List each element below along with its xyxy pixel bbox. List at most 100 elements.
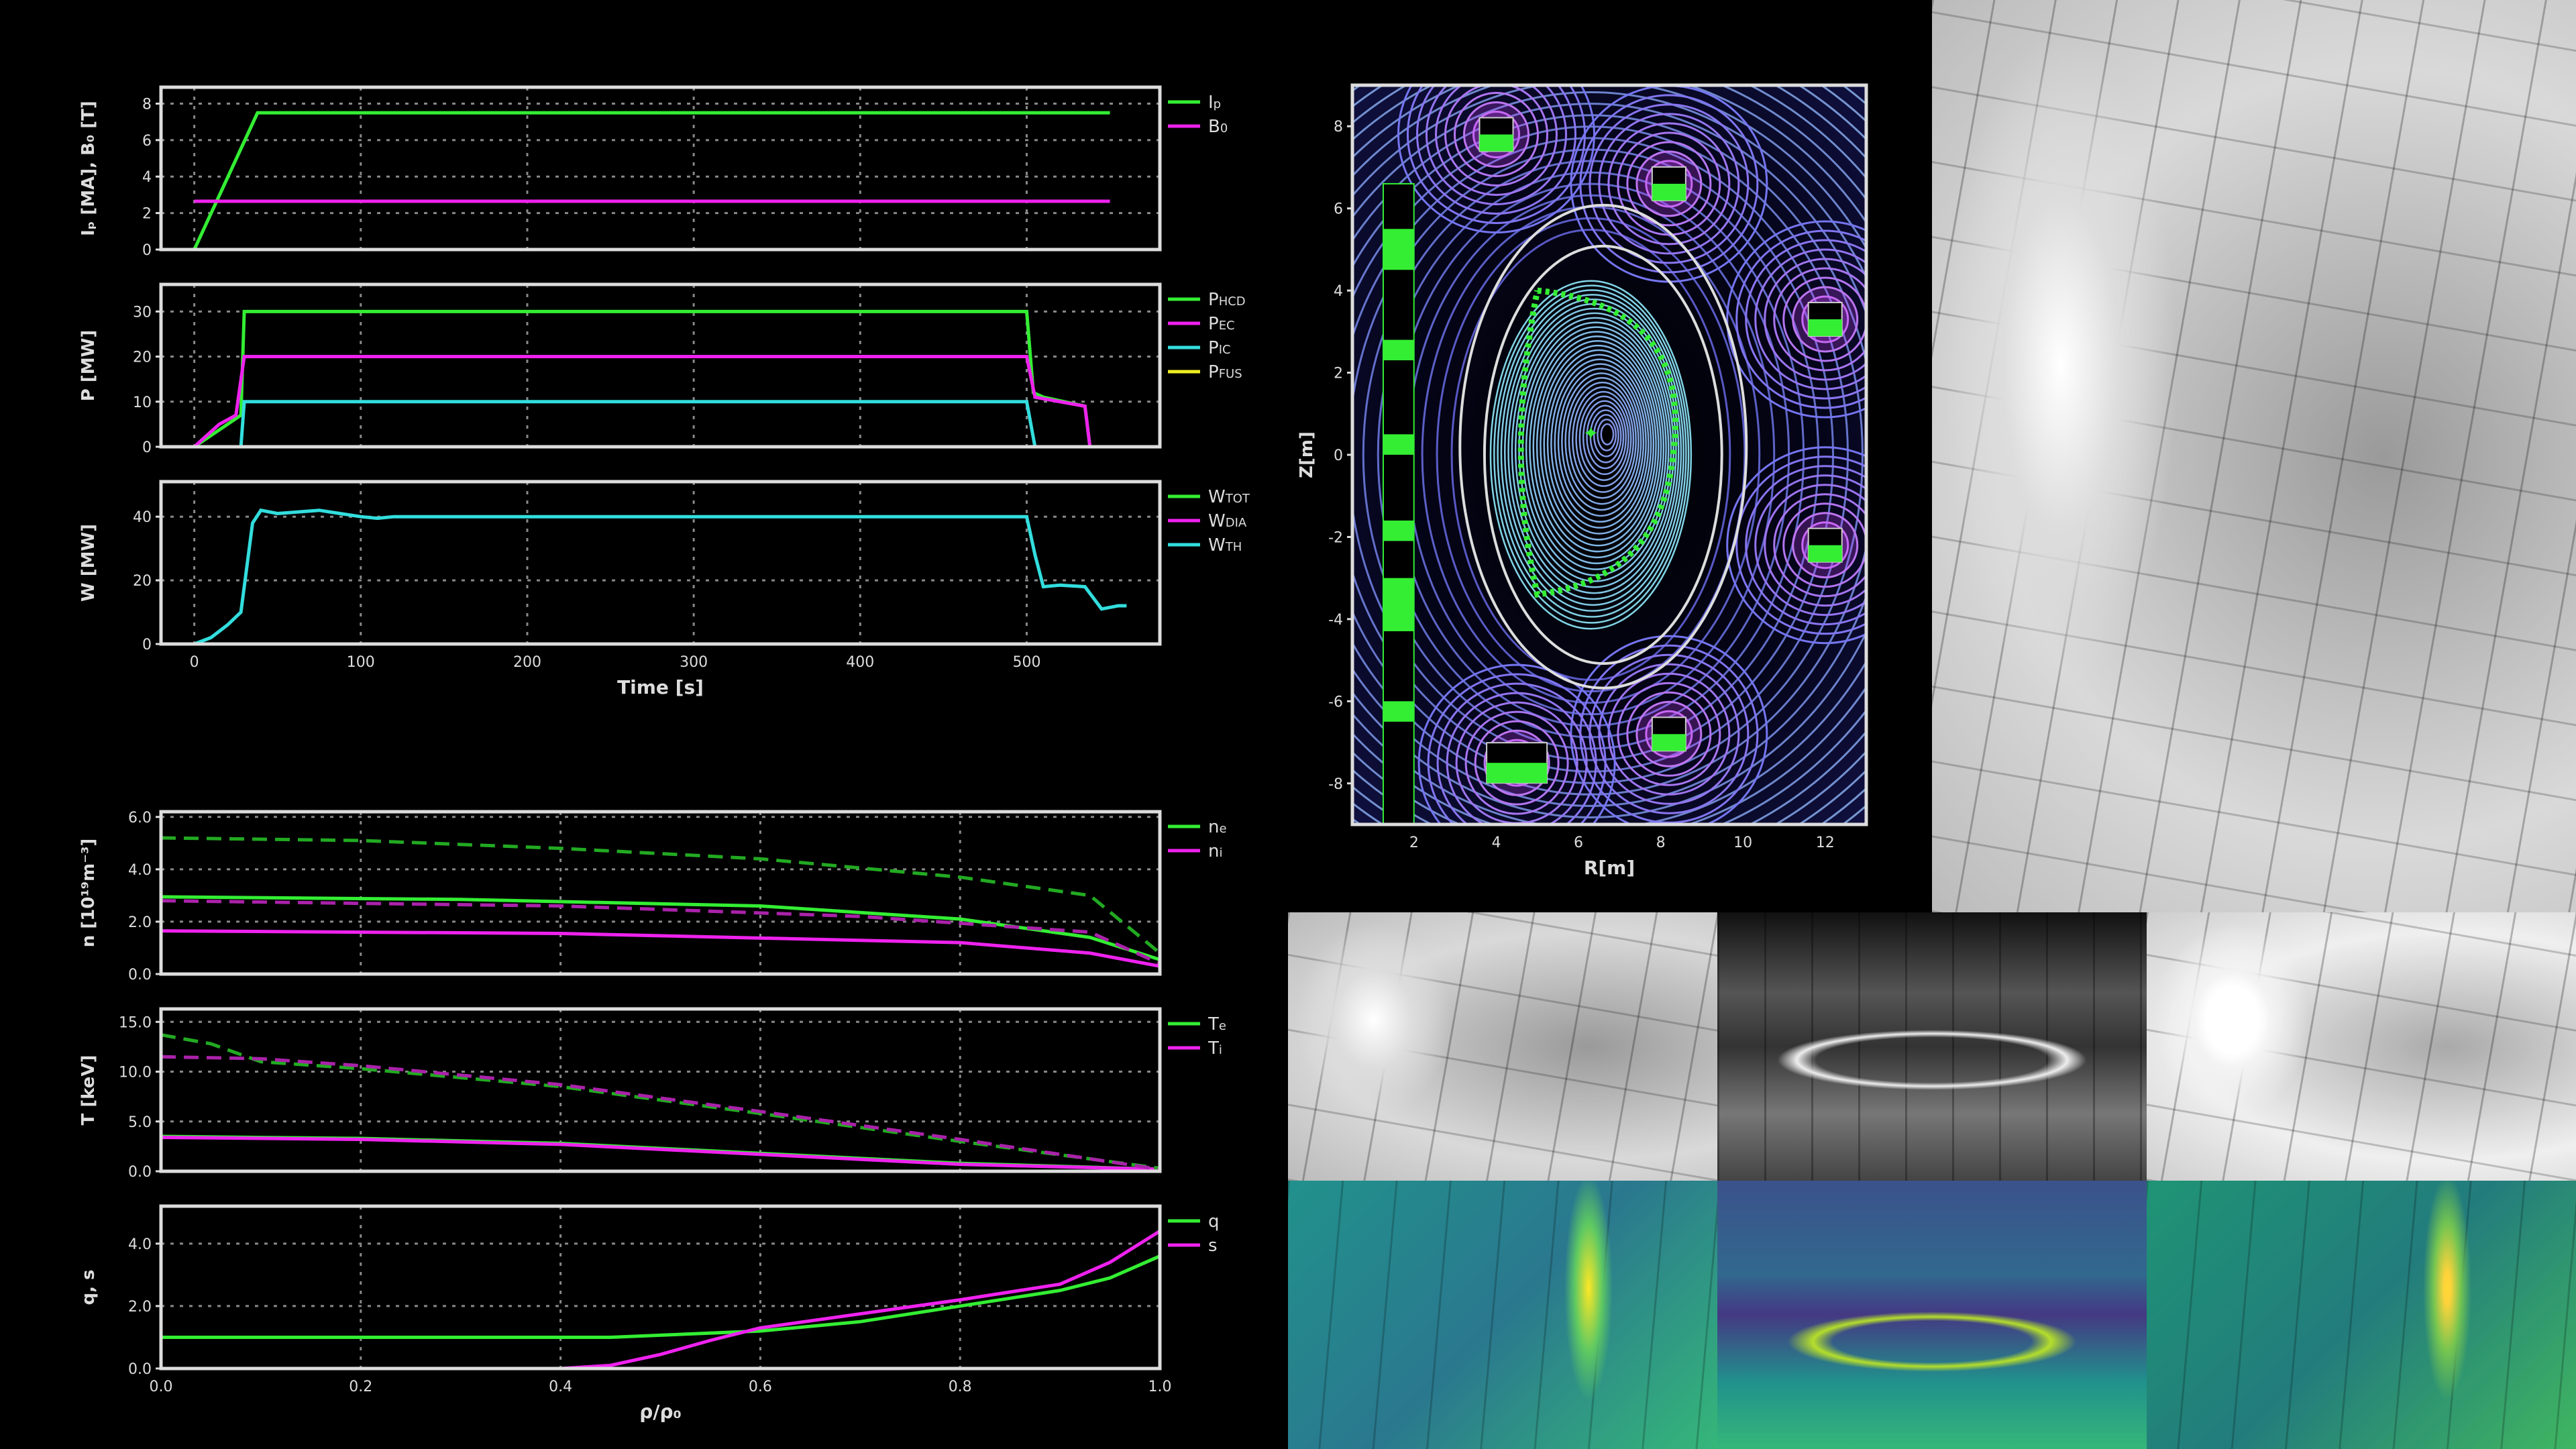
x-tick-label: 0 [190, 654, 199, 671]
flux-surface [1597, 419, 1617, 451]
first-wall [1458, 203, 1748, 690]
x-tick-label: 0.8 [949, 1379, 972, 1395]
magnetic-axis-marker: ✦ [1583, 422, 1599, 444]
axes-frame [159, 1204, 1162, 1371]
solenoid-segment [1383, 520, 1414, 541]
series-line-dashed-2 [161, 1033, 1160, 1171]
coil-field-contour [1782, 276, 1866, 362]
legend-label: PHCD [1208, 290, 1246, 310]
x-tick-label: 0.4 [549, 1379, 572, 1395]
y-axis-label: n [10¹⁹m⁻³] [78, 839, 99, 948]
solenoid-segment [1383, 701, 1414, 722]
x-tick-label: 200 [513, 654, 541, 671]
series-line-PEC [193, 355, 1092, 447]
y-tick-label: 2 [142, 206, 152, 223]
y-axis-label: q, s [78, 1269, 99, 1305]
coil-field-contour [1464, 710, 1569, 815]
chart-3: ne ni 0.0 2.0 4.0 6.0 n [10¹⁹m⁻³] [78, 810, 1227, 983]
y-tick-label: 0 [142, 637, 152, 653]
y-tick-label: 6 [1334, 201, 1343, 218]
flux-surface [1575, 390, 1632, 487]
vessel-render-view-2 [1717, 912, 2147, 1181]
coil-field-contour [1436, 682, 1597, 824]
series-line-ni [161, 929, 1160, 968]
flux-surface [1550, 358, 1650, 529]
y-tick-label: 20 [133, 573, 152, 590]
flux-contour [1352, 148, 1834, 761]
flux-surface [1536, 339, 1660, 553]
y-tick-label: 20 [133, 350, 152, 366]
solenoid-segment [1383, 229, 1414, 270]
flux-surface [1554, 363, 1647, 523]
coil-field-contour [1626, 141, 1712, 227]
coil-field-contour [1726, 446, 1866, 645]
coil-field-contour [1607, 672, 1731, 796]
legend-label: PEC [1208, 314, 1235, 334]
coil-field-contour [1735, 455, 1866, 635]
flux-surface [1497, 289, 1687, 618]
coil-field-contour [1416, 85, 1576, 215]
flux-surface [1489, 280, 1693, 630]
flux-surface [1586, 405, 1625, 470]
flux-contour [1352, 137, 1849, 773]
flux-contour [1450, 229, 1731, 681]
flux-contour [1352, 103, 1866, 807]
coil-field-contour [1598, 113, 1740, 255]
y-tick-label: -2 [1328, 529, 1343, 546]
legend-label: Ti [1208, 1038, 1222, 1059]
x-tick-label: 400 [846, 654, 874, 671]
x-tick-label: 4 [1491, 835, 1501, 851]
coil-field-contour [1773, 493, 1866, 598]
lcfs-markers [1517, 287, 1678, 598]
pf-coil-current [1808, 319, 1842, 336]
flux-surface [1532, 335, 1662, 559]
axes-frame [159, 480, 1162, 646]
y-tick-label: 4 [1334, 283, 1343, 300]
x-tick-label: 12 [1816, 835, 1835, 851]
y-axis-label: T [keV] [78, 1055, 99, 1126]
x-axis-label: R[m] [1584, 857, 1635, 879]
coil-field-contour [1745, 239, 1866, 400]
legend-label: WTOT [1208, 487, 1250, 507]
coil-field-contour [1782, 502, 1866, 588]
coil-field-contour [1617, 131, 1721, 236]
flux-surface [1525, 326, 1667, 570]
y-axis-label: W [MW] [78, 524, 99, 602]
coil-field-contour [1435, 85, 1558, 196]
y-tick-label: 10 [133, 394, 152, 411]
coil-field-contour [1754, 474, 1866, 616]
x-tick-label: 8 [1656, 835, 1666, 851]
flux-surface [1589, 409, 1622, 464]
legend-label: B0 [1208, 117, 1228, 137]
coil-field-contour [1417, 663, 1616, 824]
y-tick-label: 40 [133, 509, 152, 526]
coil-field-contour [1745, 465, 1866, 626]
flux-surface [1546, 354, 1652, 535]
y-tick-label: 10.0 [119, 1065, 152, 1081]
y-tick-label: 0.0 [128, 1361, 152, 1378]
series-line-dashed-2 [161, 836, 1160, 955]
y-tick-label: 2 [1334, 366, 1343, 382]
coil-field-contour [1735, 229, 1866, 409]
coil-field-contour [1773, 267, 1866, 372]
y-tick-label: 6 [142, 133, 152, 150]
flux-surface [1557, 368, 1645, 517]
coil-field-contour [1626, 691, 1712, 777]
flux-surface [1540, 344, 1657, 547]
y-tick-label: 4.0 [128, 1236, 152, 1253]
coil-field-contour [1474, 720, 1560, 806]
coil-field-contour [1726, 220, 1866, 419]
y-tick-label: 0.0 [128, 967, 152, 983]
y-tick-label: 2.0 [128, 1299, 152, 1316]
coil-field-contour [1598, 663, 1740, 805]
flux-surface [1561, 372, 1642, 511]
series-line-dashed-3 [161, 1055, 1160, 1171]
flux-surface [1593, 414, 1619, 458]
y-tick-label: 0.0 [128, 1164, 152, 1181]
x-axis-label: Time [s] [617, 676, 704, 698]
flux-surface [1500, 294, 1684, 612]
axes-frame [159, 810, 1162, 976]
y-tick-label: -4 [1328, 612, 1343, 629]
